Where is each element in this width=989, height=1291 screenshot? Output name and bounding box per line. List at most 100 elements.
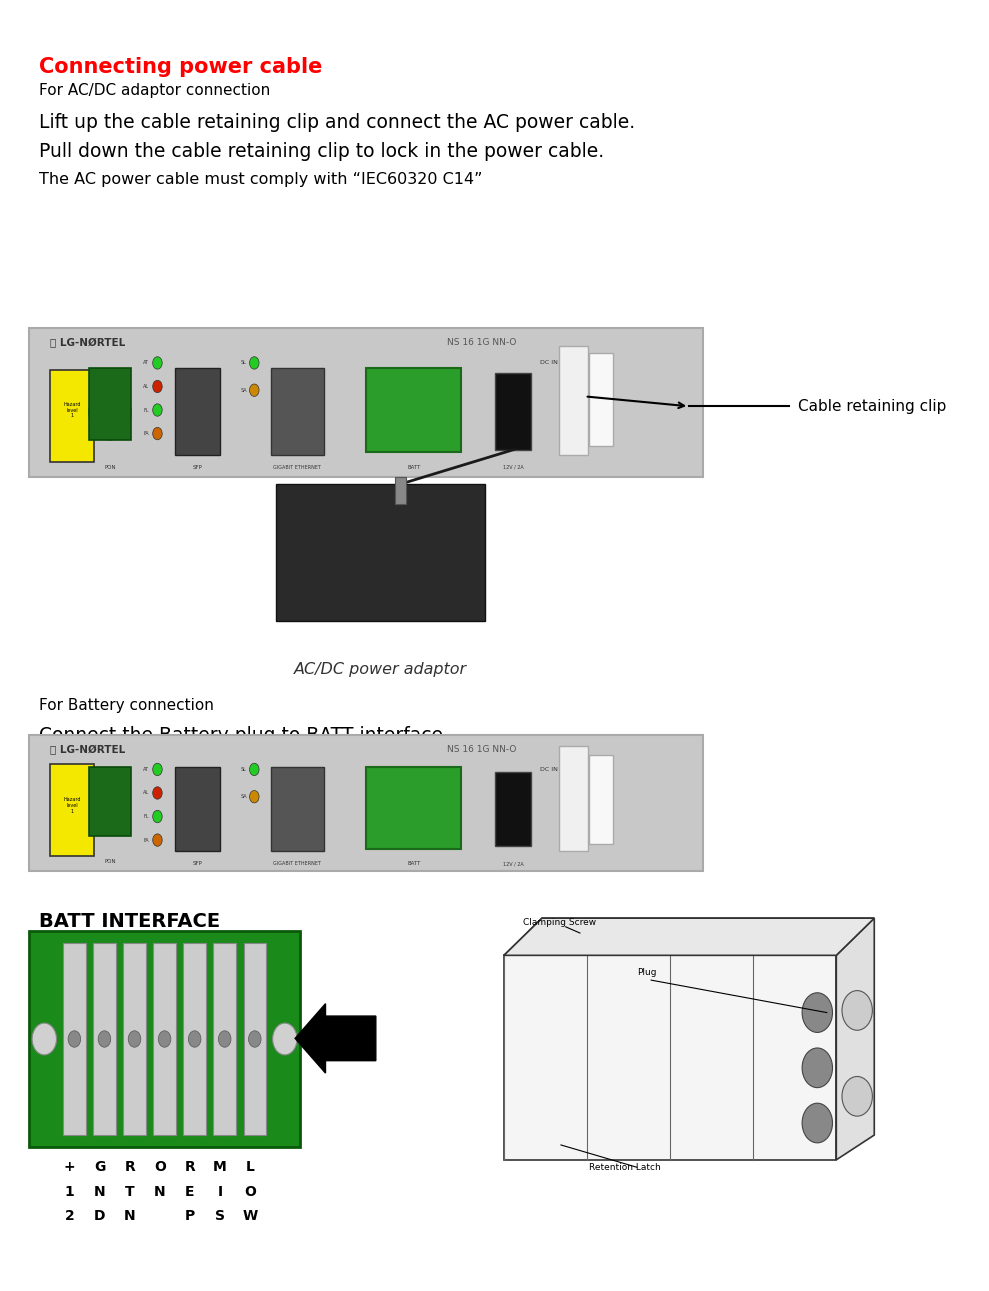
Text: For Battery connection: For Battery connection bbox=[39, 697, 214, 713]
Text: SA: SA bbox=[241, 387, 247, 392]
Circle shape bbox=[249, 790, 259, 803]
Text: AT: AT bbox=[143, 767, 149, 772]
Text: FL: FL bbox=[143, 408, 148, 413]
FancyBboxPatch shape bbox=[174, 767, 221, 851]
Text: 2: 2 bbox=[64, 1210, 74, 1224]
Circle shape bbox=[249, 763, 259, 776]
FancyBboxPatch shape bbox=[494, 772, 530, 847]
FancyBboxPatch shape bbox=[89, 368, 131, 440]
Text: FL: FL bbox=[143, 815, 148, 818]
Circle shape bbox=[98, 1030, 111, 1047]
Text: BATT: BATT bbox=[407, 861, 420, 866]
Text: SL: SL bbox=[241, 360, 247, 365]
FancyBboxPatch shape bbox=[183, 942, 206, 1135]
Text: NS 16 1G NN-O: NS 16 1G NN-O bbox=[447, 338, 516, 347]
Text: N: N bbox=[94, 1185, 106, 1198]
Circle shape bbox=[249, 383, 259, 396]
Text: S: S bbox=[215, 1210, 225, 1224]
Circle shape bbox=[152, 404, 162, 416]
Text: 1: 1 bbox=[64, 1185, 74, 1198]
FancyBboxPatch shape bbox=[494, 373, 530, 449]
FancyBboxPatch shape bbox=[153, 942, 176, 1135]
Text: The AC power cable must comply with “IEC60320 C14”: The AC power cable must comply with “IEC… bbox=[39, 172, 483, 187]
FancyBboxPatch shape bbox=[124, 942, 145, 1135]
Text: For AC/DC adaptor connection: For AC/DC adaptor connection bbox=[39, 83, 270, 98]
FancyBboxPatch shape bbox=[504, 955, 837, 1159]
Circle shape bbox=[248, 1030, 261, 1047]
Text: FA: FA bbox=[143, 431, 148, 436]
FancyBboxPatch shape bbox=[63, 942, 86, 1135]
Circle shape bbox=[152, 427, 162, 440]
Text: W: W bbox=[242, 1210, 258, 1224]
Text: Hazard
level
1: Hazard level 1 bbox=[63, 797, 81, 813]
Text: Retention Latch: Retention Latch bbox=[589, 1163, 662, 1172]
Circle shape bbox=[152, 356, 162, 369]
Text: BATT INTERFACE: BATT INTERFACE bbox=[39, 911, 220, 931]
Text: AL: AL bbox=[143, 790, 149, 795]
Text: L: L bbox=[245, 1159, 254, 1174]
Text: PON: PON bbox=[104, 859, 116, 864]
Text: NS 16 1G NN-O: NS 16 1G NN-O bbox=[447, 745, 516, 754]
FancyBboxPatch shape bbox=[366, 368, 461, 452]
FancyBboxPatch shape bbox=[89, 767, 131, 837]
Text: R: R bbox=[125, 1159, 135, 1174]
Circle shape bbox=[249, 356, 259, 369]
Text: E: E bbox=[185, 1185, 195, 1198]
Text: M: M bbox=[213, 1159, 226, 1174]
Circle shape bbox=[129, 1030, 140, 1047]
Text: AT: AT bbox=[143, 360, 149, 365]
Text: SL: SL bbox=[241, 767, 247, 772]
Circle shape bbox=[68, 1030, 81, 1047]
Text: Lift up the cable retaining clip and connect the AC power cable.: Lift up the cable retaining clip and con… bbox=[39, 112, 635, 132]
Text: G: G bbox=[94, 1159, 106, 1174]
Text: FA: FA bbox=[143, 838, 148, 843]
Text: SA: SA bbox=[241, 794, 247, 799]
FancyBboxPatch shape bbox=[395, 476, 406, 505]
FancyBboxPatch shape bbox=[214, 942, 236, 1135]
Circle shape bbox=[152, 763, 162, 776]
Text: 12V / 2A: 12V / 2A bbox=[503, 861, 524, 866]
Circle shape bbox=[842, 990, 872, 1030]
Text: O: O bbox=[154, 1159, 166, 1174]
Text: PON: PON bbox=[104, 465, 116, 470]
Text: P: P bbox=[185, 1210, 195, 1224]
FancyBboxPatch shape bbox=[30, 931, 300, 1148]
Text: N: N bbox=[154, 1185, 165, 1198]
Text: +: + bbox=[64, 1159, 75, 1174]
Text: Connecting power cable: Connecting power cable bbox=[39, 57, 322, 76]
Polygon shape bbox=[504, 918, 874, 955]
Text: O: O bbox=[244, 1185, 256, 1198]
FancyBboxPatch shape bbox=[428, 911, 959, 1185]
FancyBboxPatch shape bbox=[30, 735, 703, 871]
Text: GIGABIT ETHERNET: GIGABIT ETHERNET bbox=[273, 465, 321, 470]
Text: DC IN: DC IN bbox=[540, 360, 558, 365]
Text: AC/DC power adaptor: AC/DC power adaptor bbox=[294, 661, 467, 676]
Circle shape bbox=[32, 1022, 56, 1055]
FancyBboxPatch shape bbox=[174, 368, 221, 454]
Circle shape bbox=[152, 811, 162, 822]
Circle shape bbox=[802, 1104, 833, 1143]
Text: Hazard
level
1: Hazard level 1 bbox=[63, 402, 81, 418]
Circle shape bbox=[188, 1030, 201, 1047]
FancyBboxPatch shape bbox=[271, 767, 323, 851]
Text: SFP: SFP bbox=[193, 465, 203, 470]
Text: BATT: BATT bbox=[407, 465, 420, 470]
Text: DC IN: DC IN bbox=[540, 767, 558, 772]
Text: AL: AL bbox=[143, 383, 149, 389]
Circle shape bbox=[802, 1048, 833, 1087]
Circle shape bbox=[152, 834, 162, 847]
FancyBboxPatch shape bbox=[50, 371, 94, 462]
Circle shape bbox=[91, 782, 129, 831]
Text: T: T bbox=[125, 1185, 135, 1198]
Text: N: N bbox=[124, 1210, 135, 1224]
FancyBboxPatch shape bbox=[589, 754, 613, 844]
Text: Plug: Plug bbox=[637, 968, 657, 977]
Text: Ⓡ LG-NØRTEL: Ⓡ LG-NØRTEL bbox=[50, 338, 126, 349]
Circle shape bbox=[842, 1077, 872, 1117]
Text: R: R bbox=[185, 1159, 195, 1174]
Polygon shape bbox=[837, 918, 874, 1159]
Circle shape bbox=[273, 1022, 297, 1055]
Circle shape bbox=[219, 1030, 231, 1047]
FancyBboxPatch shape bbox=[366, 767, 461, 848]
FancyBboxPatch shape bbox=[559, 746, 587, 851]
